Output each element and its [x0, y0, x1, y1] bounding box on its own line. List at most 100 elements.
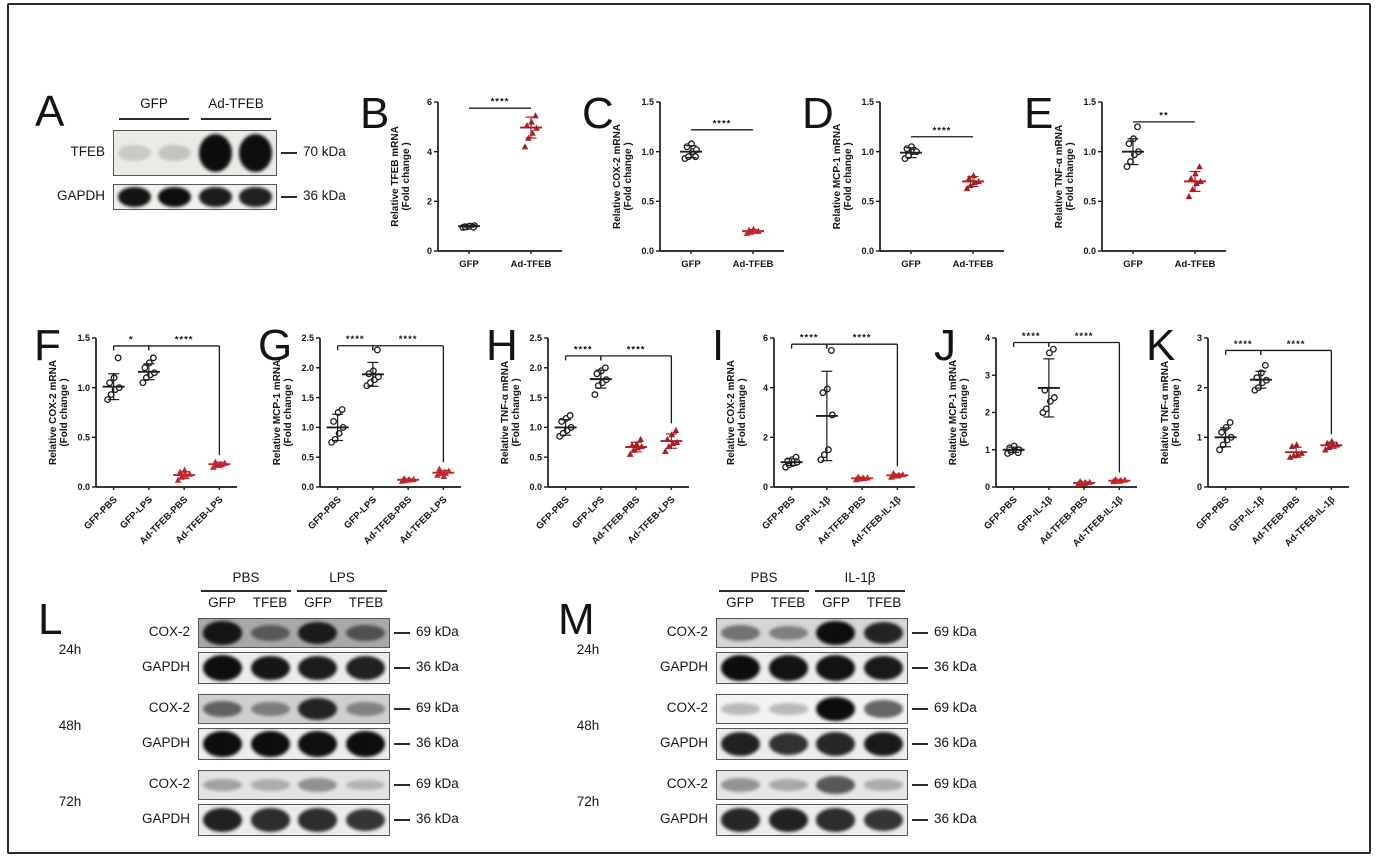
- y-tick-label: 4: [763, 383, 768, 393]
- protein-label: COX-2: [148, 624, 190, 639]
- y-axis-label-2: (Fold change ): [59, 378, 70, 446]
- mean-error-bar: [397, 478, 420, 482]
- mean-error-bar: [554, 419, 577, 436]
- data-point: [338, 406, 346, 413]
- significance-stars: ****: [1234, 339, 1253, 350]
- time-label: 72h: [58, 794, 82, 809]
- data-point: [1226, 418, 1234, 426]
- y-tick-label: 1.0: [641, 147, 654, 157]
- protein-label: GAPDH: [659, 659, 708, 674]
- blot-band: [721, 731, 761, 757]
- data-points-GFP: [680, 140, 702, 163]
- mean-error-bar: [208, 461, 231, 467]
- significance-bracket: ****: [600, 344, 673, 424]
- kda-label: 70 kDa: [303, 144, 346, 159]
- lane-label: GFP: [208, 595, 236, 610]
- data-point: [440, 472, 448, 479]
- data-points-Ad-TFEB: [962, 172, 984, 192]
- y-tick-label: 1.5: [77, 333, 90, 343]
- chart-H: 0.0 0.5 1.0 1.5 2.0 2.5 Relative TNF-α mRNA (Fo…: [500, 333, 689, 547]
- figure-border: [7, 3, 1371, 854]
- data-point: [149, 354, 157, 362]
- y-tick-label: 0: [985, 482, 990, 492]
- data-points-GFP-IL-1β: [815, 346, 838, 464]
- chart-canvas-k: 0 1 2 3 Relative TNF-α mRNA (Fold change ) GFP…: [1158, 322, 1363, 577]
- data-points-Ad-TFEB-PBS: [851, 473, 874, 483]
- blot-band: [158, 144, 192, 161]
- y-tick-label: 2.0: [529, 363, 542, 373]
- panel-i-chart: I 0 2 4 6 Relative COX-2 mRNA (Fold change ) G…: [706, 316, 931, 571]
- blot-band: [250, 730, 290, 758]
- data-point: [521, 143, 529, 150]
- chart-canvas-d: 0.0 0.5 1.0 1.5 Relative MCP-1 mRNA (Fold cha…: [826, 88, 1016, 298]
- y-tick-label: 0.0: [861, 246, 874, 256]
- data-point: [1189, 185, 1196, 193]
- mean-error-bar: [1320, 441, 1343, 449]
- y-tick-label: 0.5: [1083, 197, 1096, 207]
- protein-label: COX-2: [148, 700, 190, 715]
- data-points-Ad-TFEB-PBS: [625, 435, 648, 457]
- blot-band: [158, 186, 192, 208]
- blot-band: [768, 625, 808, 641]
- data-point: [139, 379, 147, 387]
- data-points-Ad-TFEB-PBS: [173, 466, 196, 483]
- blot-band: [863, 700, 903, 718]
- mean-error-bar: [432, 469, 455, 476]
- significance-stars: ****: [175, 334, 194, 345]
- mean-error-bar: [742, 229, 764, 234]
- y-tick-label: 0.5: [77, 433, 90, 443]
- kda-label: 69 kDa: [416, 776, 459, 791]
- kda-tick: [394, 708, 410, 710]
- mean-error-bar: [1002, 446, 1025, 453]
- axes: 0.0 0.5 1.0 1.5 Relative TNF-α mRNA (Fold cha…: [1054, 97, 1226, 270]
- western-blot-box: [716, 618, 908, 648]
- significance-stars: ****: [1022, 331, 1041, 342]
- y-axis-label-2: (Fold change ): [959, 378, 970, 446]
- panel-label-m: M: [558, 595, 595, 644]
- kda-label: 36 kDa: [934, 811, 977, 826]
- y-tick-label: 2.0: [301, 363, 314, 373]
- blot-band: [117, 186, 151, 208]
- y-tick-label: 0: [427, 246, 432, 256]
- data-points-Ad-TFEB-LPS: [660, 426, 683, 454]
- y-axis-label: Relative TFEB mRNA: [390, 126, 401, 227]
- kda-label: 36 kDa: [934, 659, 977, 674]
- protein-label: GAPDH: [141, 659, 190, 674]
- y-axis-label-2: (Fold change ): [623, 142, 634, 210]
- significance-bracket: ****: [469, 97, 531, 109]
- blot-band: [298, 655, 338, 681]
- blot-band: [250, 625, 290, 641]
- blot-band: [863, 779, 903, 791]
- blot-band: [816, 808, 856, 832]
- blot-band: [250, 808, 290, 832]
- data-point: [630, 446, 637, 453]
- kda-tick: [912, 708, 928, 710]
- y-axis-label-2: (Fold change ): [511, 378, 522, 446]
- y-axis-label: Relative TNF-α mRNA: [500, 361, 511, 464]
- blot-band: [863, 621, 903, 645]
- y-axis-label-2: (Fold change ): [1065, 142, 1076, 210]
- significance-bracket: **: [1133, 110, 1195, 123]
- panel-j-chart: J 0 1 2 3 4 Relative MCP-1 mRNA (Fold change )…: [928, 316, 1153, 571]
- data-point: [115, 384, 123, 392]
- chart-C: 0.0 0.5 1.0 1.5 Relative COX-2 mRNA (Fold cha…: [612, 97, 784, 270]
- kda-label: 69 kDa: [416, 700, 459, 715]
- panel-label-e: E: [1024, 89, 1054, 138]
- x-category-label: GFP-LPS: [118, 494, 155, 531]
- significance-bracket: ****: [790, 333, 828, 349]
- data-point: [1049, 345, 1057, 353]
- y-tick-label: 6: [763, 333, 768, 343]
- data-point: [1322, 446, 1329, 453]
- data-point: [662, 447, 669, 454]
- kda-tick: [394, 819, 410, 821]
- y-tick-label: 1.5: [301, 393, 314, 403]
- blot-band: [203, 778, 243, 792]
- time-label: 24h: [576, 642, 600, 657]
- data-points-GFP-IL-1β: [1037, 345, 1060, 418]
- blot-band: [203, 807, 243, 833]
- data-points-Ad-TFEB-LPS: [432, 465, 455, 479]
- y-axis-label: Relative MCP-1 mRNA: [948, 360, 959, 466]
- condition-header: LPS: [329, 570, 355, 585]
- blot-band: [345, 702, 385, 716]
- blot-band: [345, 808, 385, 832]
